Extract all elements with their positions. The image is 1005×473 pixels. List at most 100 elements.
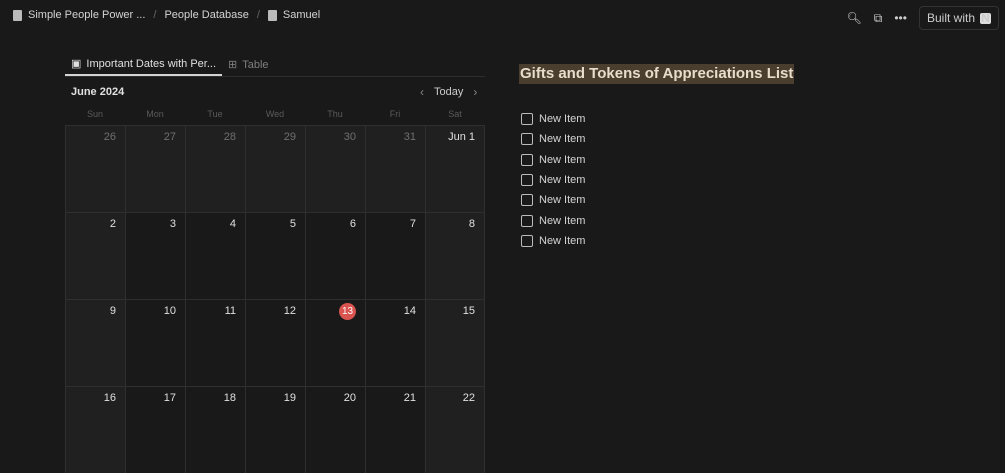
day-number: 15 <box>462 305 475 317</box>
topbar-actions: 🔍︎ ⧉ ••• Built with N <box>847 6 999 30</box>
page-icon <box>13 9 22 21</box>
calendar-day[interactable]: 19 <box>245 386 305 473</box>
checklist-item: New Item <box>521 190 585 210</box>
search-icon[interactable]: 🔍︎ <box>846 11 862 25</box>
day-number: 16 <box>103 392 116 404</box>
item-label[interactable]: New Item <box>539 234 586 247</box>
calendar-day[interactable]: 15 <box>425 299 485 386</box>
calendar-day[interactable]: 3 <box>125 212 185 299</box>
checklist-item: New Item <box>521 231 585 251</box>
day-number: 3 <box>169 218 176 230</box>
weekday-label: Sat <box>448 109 462 119</box>
calendar-day[interactable]: 31 <box>365 125 425 212</box>
view-tabs: ▣ Important Dates with Per... ⊞ Table <box>65 53 485 77</box>
tab-label: Table <box>242 58 269 71</box>
calendar-day[interactable]: 11 <box>185 299 245 386</box>
calendar-day[interactable]: 18 <box>185 386 245 473</box>
calendar-day[interactable]: 22 <box>425 386 485 473</box>
checkbox[interactable] <box>521 153 533 166</box>
gifts-checklist: New Item New Item New Item New Item New Item… <box>521 109 585 251</box>
calendar-day[interactable]: 6 <box>305 212 365 299</box>
calendar-day[interactable]: 26 <box>65 125 125 212</box>
item-label[interactable]: New Item <box>539 153 586 166</box>
today-button[interactable]: Today <box>434 86 464 98</box>
calendar-day[interactable]: 7 <box>365 212 425 299</box>
weekday-label: Thu <box>327 109 343 119</box>
checklist-item: New Item <box>521 150 585 170</box>
day-number: 8 <box>468 218 475 230</box>
day-number: 19 <box>283 392 296 404</box>
day-number: 26 <box>103 131 116 143</box>
day-number: 2 <box>109 218 116 230</box>
breadcrumb-item[interactable]: People Database <box>164 9 249 21</box>
calendar-day[interactable]: 14 <box>365 299 425 386</box>
day-number: 4 <box>229 218 236 230</box>
day-number: 14 <box>403 305 416 317</box>
calendar-day[interactable]: 2 <box>65 212 125 299</box>
checkbox[interactable] <box>521 214 533 227</box>
table-icon: ⊞ <box>228 59 238 71</box>
tab-calendar[interactable]: ▣ Important Dates with Per... <box>65 53 223 76</box>
tab-table[interactable]: ⊞ Table <box>222 53 275 76</box>
calendar-day[interactable]: 5 <box>245 212 305 299</box>
calendar-day[interactable]: 17 <box>125 386 185 473</box>
calendar-day[interactable]: 12 <box>245 299 305 386</box>
day-number: 30 <box>343 131 356 143</box>
breadcrumb-item[interactable]: Samuel <box>282 9 321 21</box>
checkbox[interactable] <box>521 234 533 247</box>
person-icon <box>267 9 277 21</box>
weekday-label: Sun <box>86 109 103 119</box>
tab-label: Important Dates with Per... <box>86 57 217 70</box>
weekday-header: Sun Mon Tue Wed Thu Fri Sat <box>65 109 485 119</box>
built-with-button[interactable]: Built with N <box>918 6 999 30</box>
checklist-item: New Item <box>521 170 585 190</box>
more-icon[interactable]: ••• <box>894 11 907 25</box>
day-number: 10 <box>163 305 176 317</box>
calendar-day[interactable]: 4 <box>185 212 245 299</box>
calendar-week: 16 17 18 19 20 21 22 <box>65 386 486 473</box>
today-badge: 13 <box>339 303 356 320</box>
chevron-left-icon[interactable]: ‹ <box>420 85 424 99</box>
day-number: 5 <box>289 218 296 230</box>
duplicate-icon[interactable]: ⧉ <box>873 10 883 25</box>
calendar-day[interactable]: 28 <box>185 125 245 212</box>
calendar-week: 2 3 4 5 6 7 8 <box>65 212 486 299</box>
checklist-item: New Item <box>521 129 585 149</box>
calendar-day[interactable]: 10 <box>125 299 185 386</box>
item-label[interactable]: New Item <box>539 174 586 187</box>
day-number: 9 <box>109 305 116 317</box>
item-label[interactable]: New Item <box>539 194 586 207</box>
calendar-week: 9 10 11 12 13 14 15 <box>65 299 486 386</box>
day-number: 12 <box>283 305 296 317</box>
checkbox[interactable] <box>521 113 533 126</box>
day-number: 29 <box>283 131 296 143</box>
item-label[interactable]: New Item <box>539 113 586 126</box>
calendar-icon: ▣ <box>71 58 82 70</box>
calendar-day[interactable]: 16 <box>65 386 125 473</box>
day-number: 28 <box>223 131 236 143</box>
calendar-grid: 26 27 28 29 30 31 Jun 1 2 3 4 5 6 7 8 9 10 11 12 13 14 15 16 1… <box>65 125 486 473</box>
breadcrumb-item[interactable]: Simple People Power ... <box>28 9 146 21</box>
day-number: 18 <box>223 392 236 404</box>
calendar-day[interactable]: 21 <box>365 386 425 473</box>
item-label[interactable]: New Item <box>539 214 586 227</box>
breadcrumb-separator: / <box>256 9 260 21</box>
calendar-day[interactable]: 8 <box>425 212 485 299</box>
chevron-right-icon[interactable]: › <box>473 85 478 99</box>
calendar-day[interactable]: 9 <box>65 299 125 386</box>
calendar-day[interactable]: 20 <box>305 386 365 473</box>
calendar-day[interactable]: Jun 1 <box>425 125 485 212</box>
weekday-label: Wed <box>265 109 285 119</box>
calendar-day[interactable]: 27 <box>125 125 185 212</box>
calendar-day[interactable]: 13 <box>305 299 365 386</box>
day-number: 7 <box>409 218 416 230</box>
calendar-day[interactable]: 30 <box>305 125 365 212</box>
breadcrumb: Simple People Power ... / People Databas… <box>13 8 320 22</box>
checkbox[interactable] <box>521 194 533 207</box>
checkbox[interactable] <box>521 133 533 146</box>
item-label[interactable]: New Item <box>539 133 586 146</box>
checklist-item: New Item <box>521 109 585 129</box>
checkbox[interactable] <box>521 174 533 187</box>
day-number: 27 <box>163 131 176 143</box>
calendar-day[interactable]: 29 <box>245 125 305 212</box>
